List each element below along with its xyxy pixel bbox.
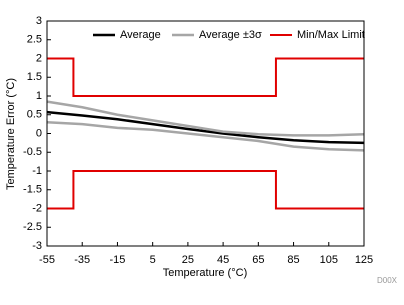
x-tick-label: 105 <box>320 254 338 266</box>
y-tick-label: -0.5 <box>23 146 42 158</box>
legend-label: Average ±3σ <box>199 29 262 41</box>
legend-label: Min/Max Limit <box>297 29 365 41</box>
y-tick-label: 1 <box>36 90 42 102</box>
y-tick-label: 0 <box>36 127 42 139</box>
x-tick-label: -15 <box>109 254 125 266</box>
x-tick-label: -55 <box>39 254 55 266</box>
x-tick-label: -35 <box>74 254 90 266</box>
series-line <box>46 110 365 145</box>
series-line <box>46 121 365 152</box>
x-tick-label: 85 <box>287 254 299 266</box>
y-tick-label: 2.5 <box>27 34 42 46</box>
y-tick-label: -3 <box>32 240 42 252</box>
y-tick-label: -2.5 <box>23 221 42 233</box>
series-line <box>46 100 365 137</box>
x-tick-label: 25 <box>182 254 194 266</box>
legend-box <box>84 21 364 48</box>
series-line <box>47 170 364 210</box>
x-tick-label: 5 <box>150 254 156 266</box>
y-tick-label: -2 <box>32 202 42 214</box>
x-tick-label: 65 <box>252 254 264 266</box>
series-line <box>47 57 364 97</box>
x-tick-label: 45 <box>217 254 229 266</box>
legend-label: Average <box>120 29 161 41</box>
x-axis-label: Temperature (°C) <box>163 267 247 279</box>
y-tick-label: -1.5 <box>23 184 42 196</box>
y-tick-label: 2 <box>36 52 42 64</box>
watermark: D00X <box>377 276 398 285</box>
y-tick-label: -1 <box>32 165 42 177</box>
y-tick-label: 0.5 <box>27 109 42 121</box>
y-tick-label: 3 <box>36 15 42 27</box>
y-tick-label: 1.5 <box>27 71 42 83</box>
y-axis-label: Temperature Error (°C) <box>5 78 17 190</box>
plot-border <box>46 20 365 247</box>
x-tick-label: 125 <box>355 254 373 266</box>
